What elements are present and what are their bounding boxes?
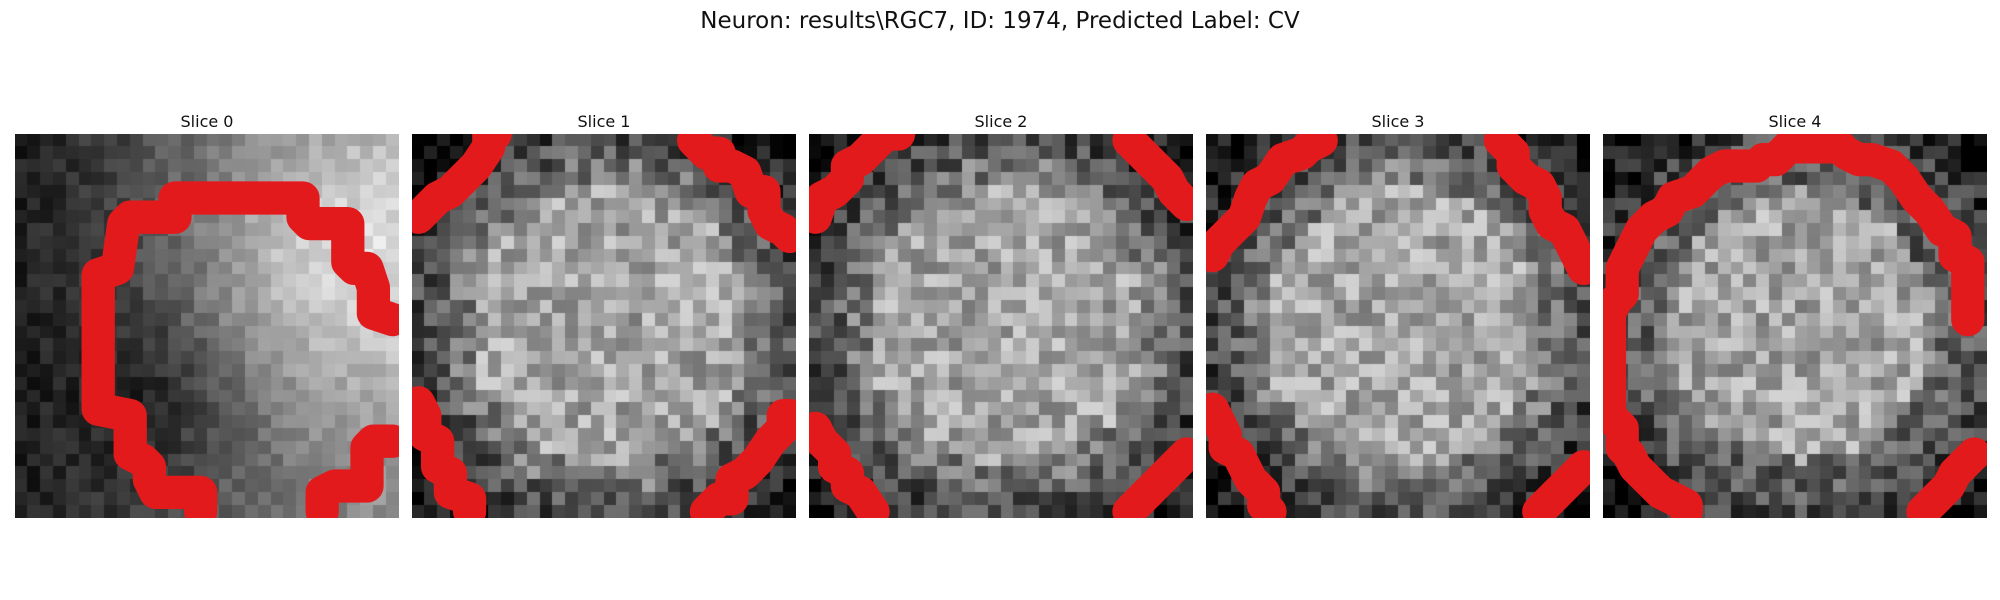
outline-segment xyxy=(81,181,399,518)
outline-segment xyxy=(1603,134,1985,518)
slice-image xyxy=(412,134,796,518)
outline-segment xyxy=(1206,392,1287,518)
outline-segment xyxy=(1906,437,1987,518)
outline-segment xyxy=(676,134,796,254)
cell-outline xyxy=(81,181,399,518)
cell-outline xyxy=(1206,134,1590,518)
outline-segment xyxy=(412,134,512,234)
outline-segment xyxy=(689,398,796,518)
slice-title: Slice 1 xyxy=(577,112,631,131)
outline-segment xyxy=(1112,134,1193,222)
outline-segment xyxy=(305,424,399,518)
outline-segment xyxy=(809,411,890,518)
slice-image xyxy=(809,134,1193,518)
slice-panel-4: Slice 4 xyxy=(1603,110,1987,518)
cell-outline xyxy=(412,134,796,518)
outline-segment xyxy=(412,386,487,518)
outline-segment xyxy=(1522,450,1590,518)
cell-outline xyxy=(1603,134,1987,518)
outline-segment xyxy=(809,134,916,234)
slice-title: Slice 0 xyxy=(180,112,234,131)
slice-title: Slice 2 xyxy=(974,112,1028,131)
slice-panel-1: Slice 1 xyxy=(412,110,796,518)
figure-title: Neuron: results\RGC7, ID: 1974, Predicte… xyxy=(700,8,1300,34)
slice-image xyxy=(1206,134,1590,518)
slice-panel-3: Slice 3 xyxy=(1206,110,1590,518)
slice-title: Slice 4 xyxy=(1768,112,1822,131)
slice-title: Slice 3 xyxy=(1371,112,1425,131)
slice-panel-2: Slice 2 xyxy=(809,110,1193,518)
outline-segment xyxy=(1112,437,1193,518)
slice-panel-0: Slice 0 xyxy=(15,110,399,518)
cell-outline xyxy=(809,134,1193,518)
outline-segment xyxy=(1483,134,1590,286)
outline-segment xyxy=(1206,134,1338,273)
